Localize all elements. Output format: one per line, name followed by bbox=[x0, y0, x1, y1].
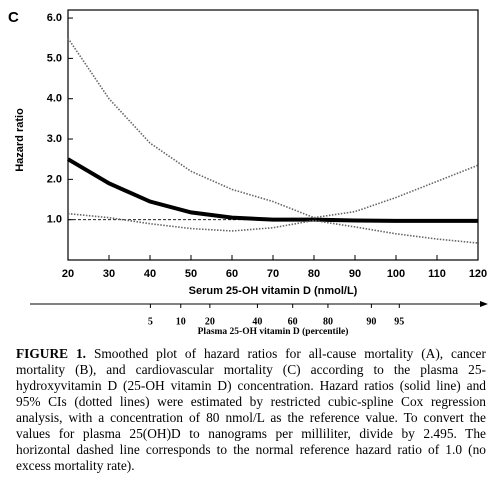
ci-curve bbox=[67, 37, 479, 219]
x-tick-label: 90 bbox=[349, 268, 361, 280]
x-tick-label: 60 bbox=[226, 268, 238, 280]
x2-tick-label: 95 bbox=[394, 316, 404, 327]
x-tick-label: 70 bbox=[267, 268, 279, 280]
hazard-curve bbox=[66, 157, 478, 223]
x-tick-label: 80 bbox=[308, 268, 320, 280]
caption-text: Smoothed plot of hazard ratios for all-c… bbox=[16, 346, 486, 473]
x2-tick-label: 90 bbox=[366, 316, 376, 327]
x-tick-label: 30 bbox=[103, 268, 115, 280]
x2-tick-label: 20 bbox=[205, 316, 215, 327]
x2-tick-label: 10 bbox=[176, 316, 186, 327]
x2-tick-label: 40 bbox=[252, 316, 262, 327]
x-tick-label: 20 bbox=[62, 268, 74, 280]
caption-label: FIGURE 1. bbox=[16, 346, 87, 361]
x-axis-label: Serum 25-OH vitamin D (nmol/L) bbox=[189, 285, 358, 297]
y-tick-label: 5.0 bbox=[47, 52, 62, 64]
x-tick-label: 40 bbox=[144, 268, 156, 280]
chart: C Hazard ratio Serum 25-OH vitamin D (nm… bbox=[8, 9, 488, 337]
y-tick-label: 2.0 bbox=[47, 173, 62, 185]
x-tick-label: 110 bbox=[428, 268, 446, 280]
x-tick-label: 100 bbox=[387, 268, 405, 280]
y-tick-label: 4.0 bbox=[47, 93, 62, 105]
y-tick-label: 1.0 bbox=[47, 214, 62, 226]
x2-tick-label: 80 bbox=[323, 316, 333, 327]
x2-tick-label: 60 bbox=[288, 316, 298, 327]
x2-axis-label: Plasma 25-OH vitamin D (percentile) bbox=[198, 326, 349, 337]
x2-axis-arrow bbox=[480, 301, 488, 307]
y-tick-label: 3.0 bbox=[47, 133, 62, 145]
caption: FIGURE 1. Smoothed plot of hazard ratios… bbox=[16, 346, 486, 474]
y-axis-label: Hazard ratio bbox=[14, 108, 26, 172]
panel-label: C bbox=[8, 9, 19, 26]
y-tick-label: 6.0 bbox=[47, 12, 62, 24]
x2-tick-label: 5 bbox=[148, 316, 153, 327]
x-tick-label: 50 bbox=[185, 268, 197, 280]
x-tick-label: 120 bbox=[469, 268, 487, 280]
